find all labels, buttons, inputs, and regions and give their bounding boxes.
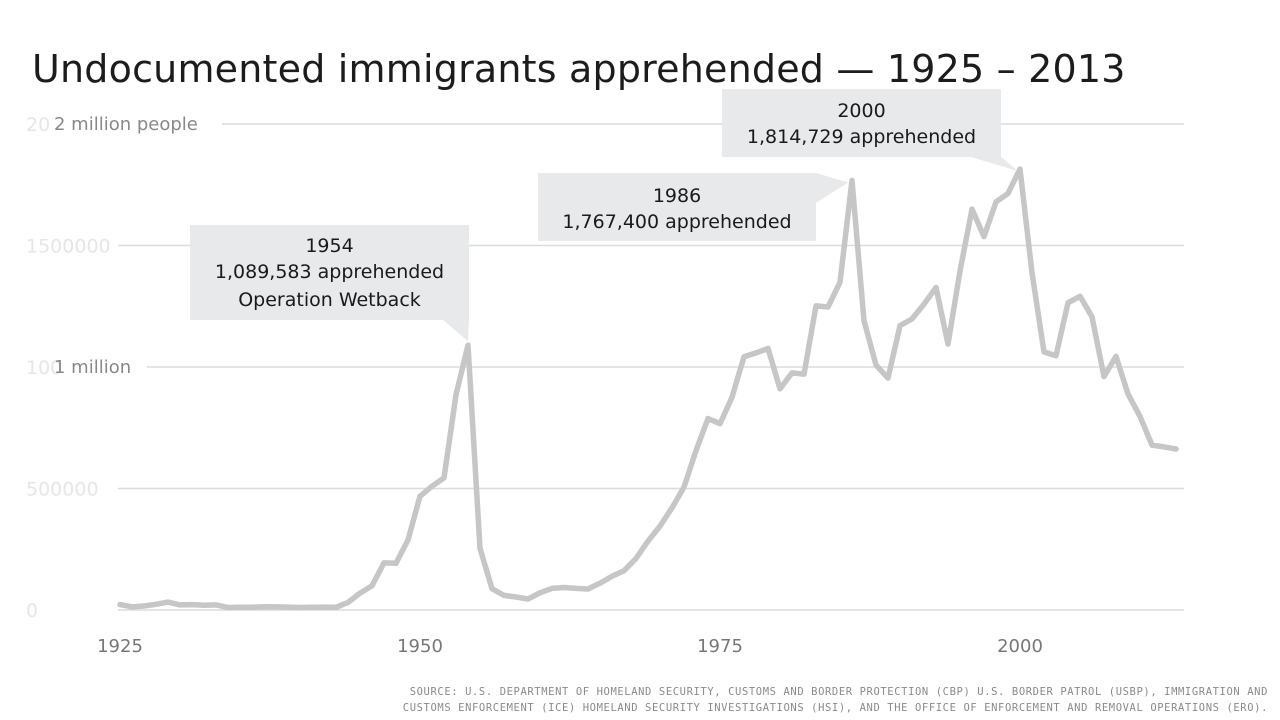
x-tick-label-1950: 1950 — [397, 636, 443, 657]
callout-1954: 1954 1,089,583 apprehended Operation Wetba… — [190, 225, 469, 342]
x-tick-label-1925: 1925 — [97, 636, 143, 657]
x-tick-label-2000: 2000 — [997, 636, 1043, 657]
callout-2000-line-1: 2000 — [837, 100, 885, 122]
callout-1954-line-2: 1,089,583 apprehended — [215, 261, 444, 283]
x-axis-ticks: 1925 1950 1975 2000 — [97, 636, 1043, 657]
y-tick-ghost-3: 1500000 — [26, 236, 111, 258]
callout-pointer-1954 — [443, 320, 469, 342]
y-tick-ghost-2: 100 — [26, 357, 62, 379]
callouts: 1954 1,089,583 apprehended Operation Wetba… — [190, 89, 1018, 342]
callout-box-2000 — [722, 89, 1001, 157]
y-tick-ghost-0: 0 — [26, 600, 38, 622]
callout-2000-line-2: 1,814,729 apprehended — [747, 126, 976, 148]
y-tick-label-2: 1 million — [54, 357, 131, 378]
callout-2000: 2000 1,814,729 apprehended — [722, 89, 1018, 172]
callout-box-1986 — [538, 173, 816, 241]
callout-1986: 1986 1,767,400 apprehended — [538, 173, 848, 241]
callout-pointer-2000 — [971, 157, 1018, 172]
x-tick-label-1975: 1975 — [697, 636, 743, 657]
chart-title: Undocumented immigrants apprehended — 19… — [32, 47, 1126, 92]
y-tick-ghost-4: 20 — [26, 114, 50, 136]
callout-1954-line-1: 1954 — [305, 235, 353, 257]
callout-box-1954 — [190, 225, 469, 320]
callout-1954-line-3: Operation Wetback — [238, 289, 421, 311]
source-line-2: CUSTOMS ENFORCEMENT (ICE) HOMELAND SECUR… — [402, 702, 1268, 714]
y-axis-unit-label: 2 million people — [54, 114, 198, 135]
source-line-1: SOURCE: U.S. DEPARTMENT OF HOMELAND SECU… — [409, 686, 1268, 698]
series-line-apprehensions — [117, 166, 1179, 611]
y-tick-ghost-1: 500000 — [26, 479, 99, 501]
series-layer — [117, 166, 1179, 611]
callout-1986-line-1: 1986 — [653, 185, 701, 207]
callout-pointer-1986 — [816, 173, 848, 203]
source-note: SOURCE: U.S. DEPARTMENT OF HOMELAND SECU… — [88, 684, 1268, 716]
callout-1986-line-2: 1,767,400 apprehended — [562, 211, 791, 233]
